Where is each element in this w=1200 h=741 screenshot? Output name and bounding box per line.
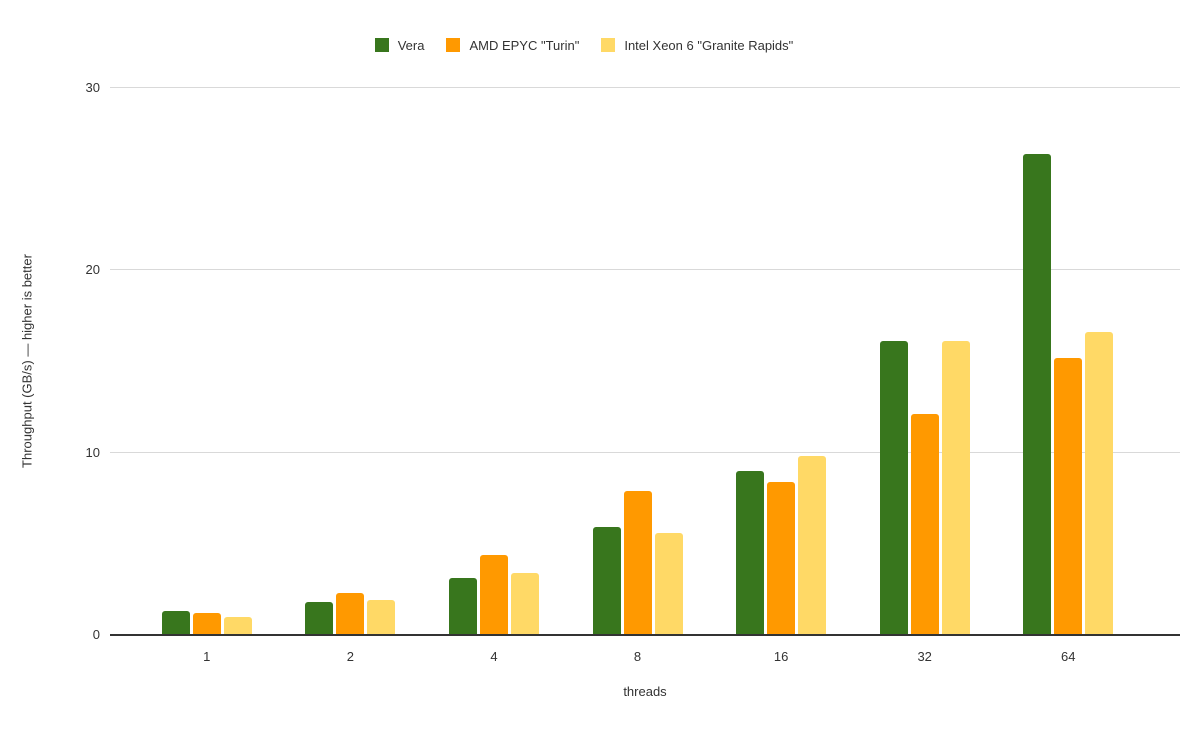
legend-label: AMD EPYC "Turin"	[469, 37, 580, 53]
plot-area	[110, 87, 1180, 636]
bar-groups	[135, 88, 1140, 635]
bar-group-16	[709, 88, 853, 635]
bar-vera-4[interactable]	[448, 578, 477, 635]
bar-vera-2[interactable]	[305, 602, 334, 635]
bar-intel-xeon-6-granite-rapids-16[interactable]	[798, 456, 827, 635]
bar-intel-xeon-6-granite-rapids-1[interactable]	[223, 616, 252, 635]
y-tick-label-0: 0	[92, 627, 100, 642]
bar-amd-epyc-turin-4[interactable]	[479, 554, 508, 635]
bar-vera-32[interactable]	[879, 341, 908, 635]
x-tick-label-32: 32	[917, 649, 932, 664]
legend-swatch-icon	[601, 38, 616, 52]
gridline-10	[110, 451, 1180, 453]
bar-vera-8[interactable]	[592, 527, 621, 635]
legend-swatch-icon	[446, 38, 461, 52]
bar-intel-xeon-6-granite-rapids-64[interactable]	[1085, 332, 1114, 635]
bar-group-1	[135, 88, 279, 635]
bar-intel-xeon-6-granite-rapids-8[interactable]	[654, 532, 683, 635]
legend-item-vera: Vera	[374, 37, 425, 53]
x-axis-ticks: 1 2 4 8 16 32 64	[135, 649, 1140, 664]
bar-group-8	[566, 88, 710, 635]
gridline-20	[110, 269, 1180, 271]
bar-group-2	[279, 88, 423, 635]
x-tick-label-8: 8	[633, 649, 642, 664]
bar-vera-16[interactable]	[736, 470, 765, 635]
y-tick-label-10: 10	[85, 444, 100, 460]
x-tick-label-1: 1	[203, 649, 211, 664]
bar-intel-xeon-6-granite-rapids-32[interactable]	[941, 341, 970, 635]
gridline-30	[110, 87, 1180, 88]
x-tick-label-64: 64	[1061, 649, 1076, 664]
x-tick-label-2: 2	[346, 649, 354, 664]
chart-legend: Vera AMD EPYC "Turin" Intel Xeon 6 "Granit…	[0, 36, 1184, 54]
bar-intel-xeon-6-granite-rapids-4[interactable]	[510, 573, 539, 635]
bar-amd-epyc-turin-8[interactable]	[623, 490, 652, 635]
bar-vera-64[interactable]	[1023, 153, 1052, 635]
y-tick-label-20: 20	[85, 262, 100, 278]
x-tick-label-4: 4	[490, 649, 498, 664]
bar-vera-1[interactable]	[161, 611, 190, 635]
bar-group-32	[853, 88, 997, 635]
x-axis-line	[110, 634, 1180, 636]
legend-item-amd-epyc-turin: AMD EPYC "Turin"	[446, 38, 579, 53]
legend-swatch-icon	[374, 38, 389, 52]
bar-intel-xeon-6-granite-rapids-2[interactable]	[367, 600, 396, 635]
x-tick-label-16: 16	[773, 649, 789, 664]
bar-group-4	[422, 88, 566, 635]
legend-item-intel-xeon-6-granite-rapids: Intel Xeon 6 "Granite Rapids"	[601, 38, 793, 53]
y-tick-label-30: 30	[85, 80, 100, 95]
bar-amd-epyc-turin-32[interactable]	[910, 414, 939, 635]
bar-amd-epyc-turin-2[interactable]	[336, 593, 365, 635]
x-axis-title: threads	[623, 684, 667, 699]
bar-amd-epyc-turin-1[interactable]	[192, 613, 221, 635]
legend-label: Intel Xeon 6 "Granite Rapids"	[624, 37, 794, 53]
bar-amd-epyc-turin-16[interactable]	[767, 481, 796, 635]
bar-amd-epyc-turin-64[interactable]	[1054, 357, 1083, 635]
y-axis-title: Throughput (GB/s) — higher is better	[19, 254, 35, 468]
bar-group-64	[996, 88, 1140, 635]
legend-label: Vera	[397, 37, 425, 53]
